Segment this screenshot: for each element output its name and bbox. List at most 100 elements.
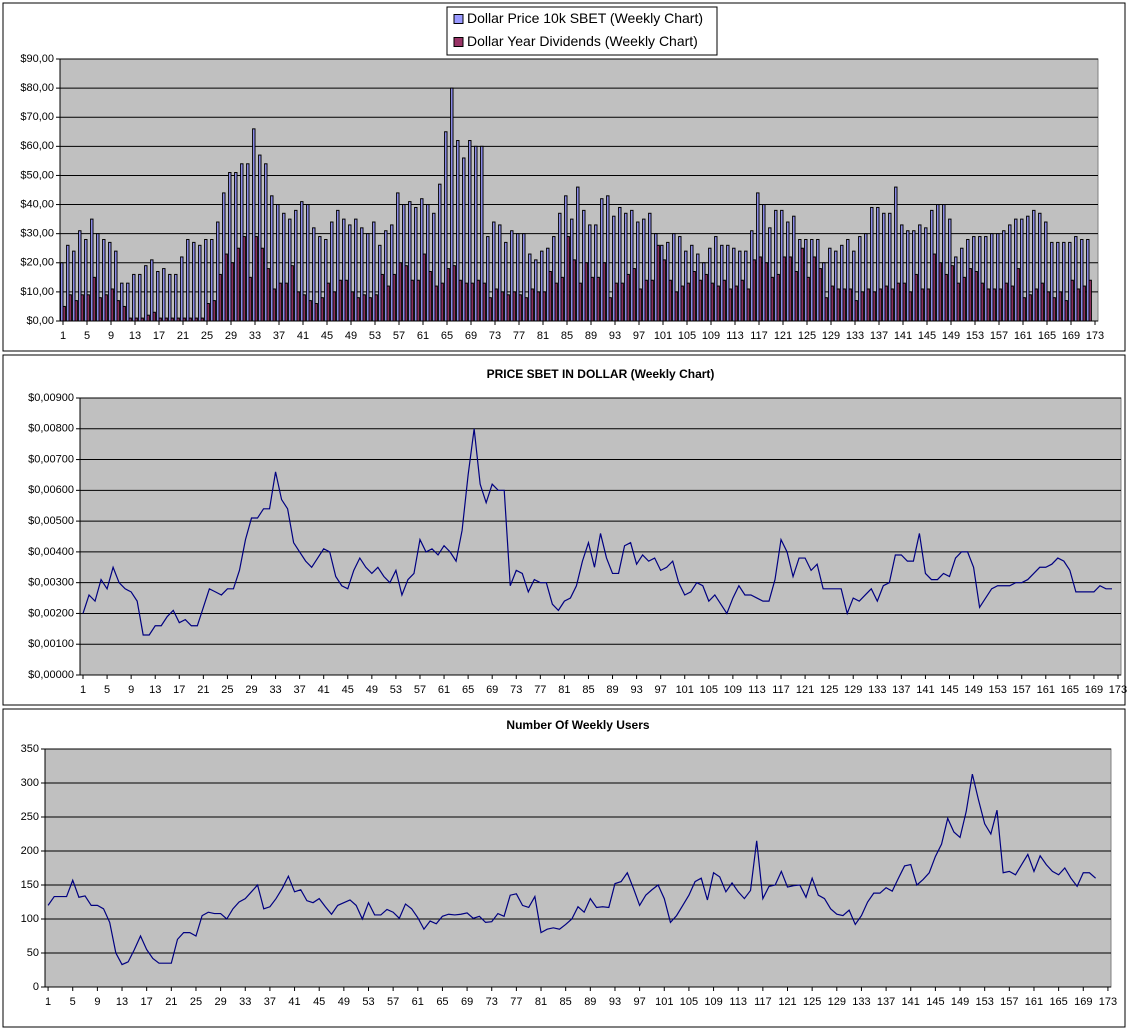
bar <box>894 186 898 322</box>
bar <box>320 297 324 322</box>
x-tick-label: 33 <box>239 996 251 1008</box>
bar <box>906 230 910 322</box>
bar <box>294 209 298 322</box>
bar <box>1004 282 1008 322</box>
x-tick-label: 145 <box>926 996 944 1008</box>
bar <box>740 279 744 322</box>
bar <box>888 212 892 322</box>
bar <box>342 218 346 322</box>
x-tick-label: 37 <box>294 684 306 696</box>
bar <box>396 192 400 322</box>
x-tick-label: 57 <box>414 684 426 696</box>
bar <box>662 259 666 322</box>
bar <box>422 253 426 322</box>
x-tick-label: 133 <box>852 996 870 1008</box>
x-tick-label: 29 <box>225 330 237 342</box>
bar <box>348 224 352 322</box>
x-tick-label: 97 <box>655 684 667 696</box>
bar <box>150 259 154 322</box>
x-tick-label: 45 <box>321 330 333 342</box>
bar <box>860 291 864 322</box>
bar <box>806 276 810 322</box>
x-tick-label: 133 <box>846 330 864 342</box>
bar <box>122 305 126 322</box>
bar <box>248 276 252 322</box>
bar <box>210 238 214 322</box>
x-tick-label: 157 <box>990 330 1008 342</box>
x-tick-label: 145 <box>940 684 958 696</box>
x-tick-label: 149 <box>964 684 982 696</box>
bar <box>254 236 258 322</box>
bar <box>114 250 118 322</box>
bar <box>650 279 654 322</box>
x-tick-label: 101 <box>676 684 694 696</box>
y-tick-label: 50 <box>27 947 39 959</box>
bar <box>192 241 196 322</box>
bar <box>438 183 442 322</box>
bar <box>626 273 630 322</box>
bar <box>186 238 190 322</box>
bar <box>126 282 130 322</box>
bar <box>494 288 498 322</box>
x-tick-label: 121 <box>774 330 792 342</box>
y-tick-label: $0,00800 <box>28 423 74 435</box>
bar <box>732 247 736 322</box>
bar <box>1016 268 1020 322</box>
bar <box>578 282 582 322</box>
bar <box>258 154 262 322</box>
x-tick-label: 97 <box>633 330 645 342</box>
x-tick-label: 93 <box>630 684 642 696</box>
x-tick-label: 5 <box>104 684 110 696</box>
bar <box>990 233 994 322</box>
bar <box>470 282 474 322</box>
bar <box>512 291 516 322</box>
bar <box>978 236 982 322</box>
bar <box>198 244 202 322</box>
bar <box>486 236 490 322</box>
bar <box>228 172 232 322</box>
bar <box>548 271 552 322</box>
bar <box>716 285 720 322</box>
x-tick-label: 81 <box>558 684 570 696</box>
line-series <box>47 774 1096 966</box>
x-tick-label: 45 <box>342 684 354 696</box>
bar <box>410 279 414 322</box>
y-tick-label: $20,00 <box>20 257 54 269</box>
bar <box>476 279 480 322</box>
x-tick-label: 49 <box>345 330 357 342</box>
bar <box>558 212 562 322</box>
bar <box>882 212 886 322</box>
bar <box>90 218 94 322</box>
bar <box>594 224 598 322</box>
x-tick-label: 89 <box>606 684 618 696</box>
bar <box>924 227 928 322</box>
bar <box>206 303 210 322</box>
x-tick-label: 85 <box>582 684 594 696</box>
x-tick-label: 81 <box>537 330 549 342</box>
bar <box>980 282 984 322</box>
bar <box>324 238 328 322</box>
bar <box>402 204 406 322</box>
bar <box>356 297 360 322</box>
bar <box>332 291 336 322</box>
bar <box>158 317 162 322</box>
bar <box>974 271 978 322</box>
bar <box>372 221 376 322</box>
bar <box>996 233 1000 322</box>
bar <box>608 297 612 322</box>
legend-label: Dollar Year Dividends (Weekly Chart) <box>467 33 698 49</box>
x-tick-label: 113 <box>726 330 744 342</box>
bar <box>152 311 156 322</box>
y-tick-label: $0,00100 <box>28 638 74 650</box>
x-tick-label: 117 <box>750 330 768 342</box>
bar <box>746 288 750 322</box>
bar <box>612 215 616 322</box>
bar <box>638 288 642 322</box>
x-tick-label: 17 <box>173 684 185 696</box>
x-tick-label: 65 <box>441 330 453 342</box>
bar <box>938 262 942 322</box>
bar <box>1064 300 1068 322</box>
bar <box>272 288 276 322</box>
x-tick-label: 17 <box>153 330 165 342</box>
bar <box>524 297 528 322</box>
